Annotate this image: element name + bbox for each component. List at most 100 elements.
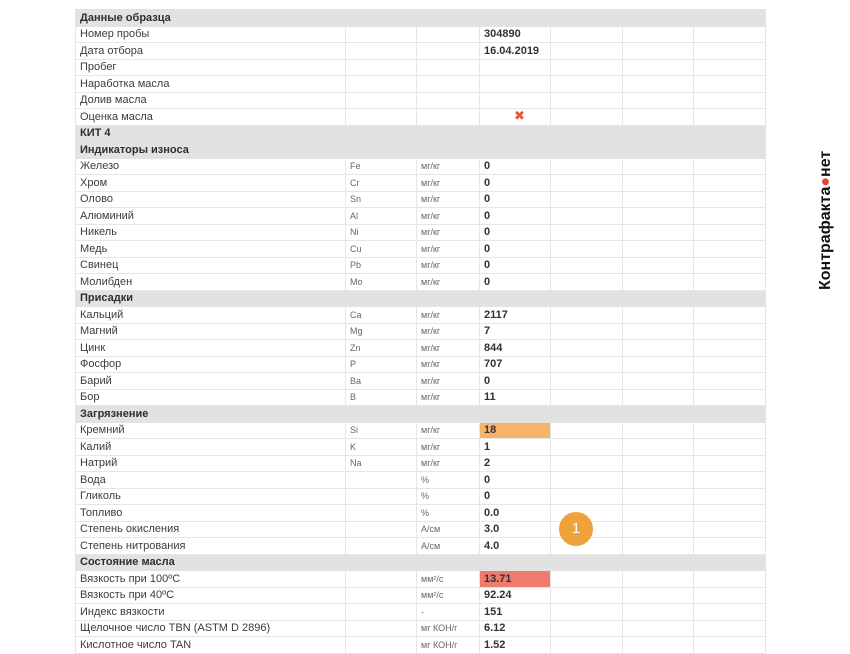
value: 6.12 — [479, 619, 551, 637]
value: 92.24 — [479, 586, 551, 604]
element-symbol — [345, 636, 417, 654]
row-label: Кремний — [75, 421, 346, 439]
unit: мг/кг — [416, 306, 480, 324]
row-label: Цинк — [75, 339, 346, 357]
element-symbol — [345, 91, 417, 109]
value: 0.0 — [479, 504, 551, 522]
section-row: Состояние масла — [75, 553, 766, 571]
table-row: Вязкость при 100ºC мм²/с 13.71 — [75, 570, 766, 588]
empty-cell — [416, 289, 480, 307]
row-label: Кислотное число TAN — [75, 636, 346, 654]
empty-cell — [693, 339, 766, 357]
empty-cell — [550, 141, 623, 159]
section-title: Индикаторы износа — [75, 141, 346, 159]
table-row: Натрий Na мг/кг 2 — [75, 454, 766, 472]
section-row: Присадки — [75, 289, 766, 307]
unit: % — [416, 487, 480, 505]
row-label: Щелочное число TBN (ASTM D 2896) — [75, 619, 346, 637]
value: 0 — [479, 190, 551, 208]
value: 1 — [479, 438, 551, 456]
value — [479, 58, 551, 76]
empty-cell — [693, 322, 766, 340]
row-label: Кальций — [75, 306, 346, 324]
empty-cell — [693, 289, 766, 307]
empty-cell — [479, 289, 551, 307]
table-row: Молибден Mo мг/кг 0 — [75, 273, 766, 291]
empty-cell — [622, 355, 694, 373]
value: 0 — [479, 273, 551, 291]
row-label: Дата отбора — [75, 42, 346, 60]
empty-cell — [693, 207, 766, 225]
empty-cell — [550, 471, 623, 489]
table-row: Пробег — [75, 58, 766, 76]
element-symbol — [345, 504, 417, 522]
table-row: Никель Ni мг/кг 0 — [75, 223, 766, 241]
section-row: КИТ 4 — [75, 124, 766, 142]
element-symbol: Sn — [345, 190, 417, 208]
value: 0 — [479, 240, 551, 258]
value: 2117 — [479, 306, 551, 324]
empty-cell — [550, 75, 623, 93]
empty-cell — [416, 124, 480, 142]
empty-cell — [550, 108, 623, 126]
empty-cell — [479, 405, 551, 423]
row-label: Барий — [75, 372, 346, 390]
unit: мг КОН/г — [416, 619, 480, 637]
empty-cell — [693, 9, 766, 27]
element-symbol: Ba — [345, 372, 417, 390]
table-row: Железо Fe мг/кг 0 — [75, 157, 766, 175]
empty-cell — [693, 174, 766, 192]
empty-cell — [416, 9, 480, 27]
empty-cell — [622, 603, 694, 621]
value — [479, 75, 551, 93]
unit: мг/кг — [416, 174, 480, 192]
empty-cell — [693, 388, 766, 406]
empty-cell — [693, 240, 766, 258]
section-title: Загрязнение — [75, 405, 346, 423]
section-title: Данные образца — [75, 9, 346, 27]
element-symbol: Mo — [345, 273, 417, 291]
empty-cell — [693, 58, 766, 76]
empty-cell — [345, 141, 417, 159]
value: 7 — [479, 322, 551, 340]
empty-cell — [622, 520, 694, 538]
unit: % — [416, 504, 480, 522]
empty-cell — [622, 256, 694, 274]
empty-cell — [693, 190, 766, 208]
table-row: Степень окисления А/см 3.0 — [75, 520, 766, 538]
element-symbol: Cr — [345, 174, 417, 192]
element-symbol — [345, 25, 417, 43]
empty-cell — [550, 223, 623, 241]
row-label: Хром — [75, 174, 346, 192]
empty-cell — [550, 603, 623, 621]
empty-cell — [693, 636, 766, 654]
empty-cell — [693, 256, 766, 274]
empty-cell — [479, 124, 551, 142]
table-row: Долив масла — [75, 91, 766, 109]
empty-cell — [550, 42, 623, 60]
empty-cell — [550, 438, 623, 456]
empty-cell — [622, 124, 694, 142]
empty-cell — [693, 273, 766, 291]
empty-cell — [693, 25, 766, 43]
row-label: Вязкость при 100ºC — [75, 570, 346, 588]
empty-cell — [550, 9, 623, 27]
empty-cell — [550, 586, 623, 604]
empty-cell — [622, 157, 694, 175]
empty-cell — [550, 289, 623, 307]
empty-cell — [622, 306, 694, 324]
value: 0 — [479, 174, 551, 192]
empty-cell — [416, 553, 480, 571]
section-title: Присадки — [75, 289, 346, 307]
callout-marker: 1 — [559, 512, 593, 546]
value: 2 — [479, 454, 551, 472]
brand-right: нет — [817, 151, 834, 177]
empty-cell — [693, 355, 766, 373]
row-label: Бор — [75, 388, 346, 406]
row-label: Олово — [75, 190, 346, 208]
row-label: Вода — [75, 471, 346, 489]
brand-logo: Контрафакта●нет — [817, 151, 834, 290]
empty-cell — [622, 339, 694, 357]
empty-cell — [693, 306, 766, 324]
